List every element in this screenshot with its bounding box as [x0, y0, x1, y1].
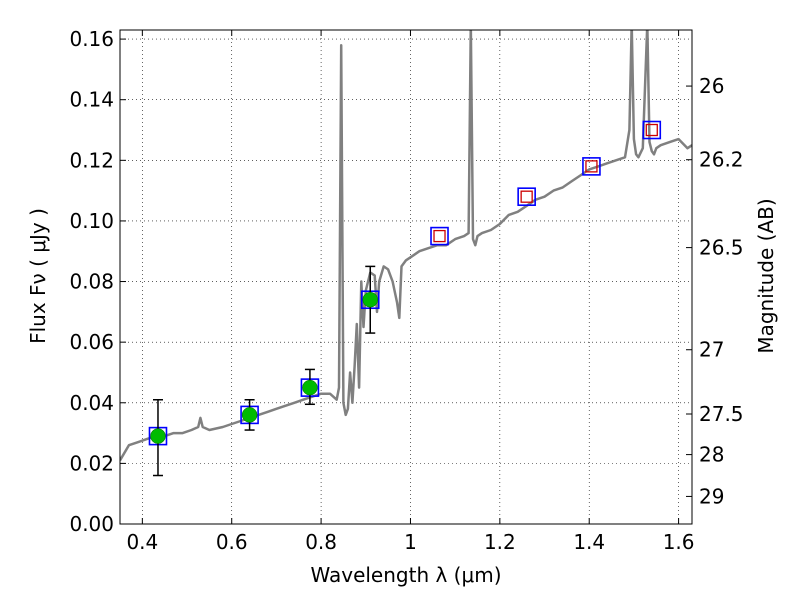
right-tick-label: 27.5 [699, 402, 744, 426]
upper-limit-square [433, 229, 446, 243]
right-tick-label: 26.2 [699, 148, 744, 172]
y-tick-label: 0.02 [69, 451, 114, 475]
right-axis-label: Magnitude (AB) [754, 198, 778, 353]
plot-series [120, 30, 692, 462]
y-tick-label: 0.00 [69, 512, 114, 536]
y-tick-label: 0.12 [69, 148, 114, 172]
model-photometry-square [582, 157, 601, 176]
y-tick-label: 0.08 [69, 270, 114, 294]
model-photometry-square [642, 120, 662, 140]
x-tick-label: 1.4 [573, 530, 605, 554]
right-tick-label: 28 [699, 443, 724, 467]
axis-ticks: 0.4 0.6 0.8 1 1.2 1.4 1.6 0.00 0.02 0.04 0.06 0.08 0… [69, 27, 743, 554]
upper-limit-square [585, 160, 598, 173]
y-tick-label: 0.14 [69, 88, 114, 112]
markers [148, 120, 662, 477]
right-tick-label: 26.5 [699, 236, 744, 260]
y-tick-label: 0.10 [69, 209, 114, 233]
observed-point [150, 428, 166, 444]
model-photometry-square [430, 226, 449, 246]
observed-point [362, 291, 378, 308]
x-tick-label: 1 [404, 530, 417, 554]
x-tick-label: 0.8 [305, 530, 337, 554]
spectrum-line [120, 30, 692, 462]
grid-lines [120, 30, 692, 525]
upper-limit-square [520, 190, 533, 203]
right-tick-label: 26 [699, 74, 724, 98]
x-tick-label: 1.6 [663, 530, 695, 554]
model-photometry-square [517, 187, 536, 206]
y-axis-label: Flux Fν ( μJy ) [26, 208, 50, 344]
y-tick-label: 0.16 [69, 27, 114, 51]
right-tick-label: 27 [699, 338, 724, 362]
x-tick-label: 1.2 [484, 530, 516, 554]
upper-limit-square [645, 123, 658, 137]
x-axis-label: Wavelength λ (μm) [310, 563, 501, 587]
x-tick-label: 0.4 [126, 530, 158, 554]
observed-point [241, 407, 258, 423]
plot-frame [119, 29, 693, 525]
x-tick-label: 0.6 [216, 530, 248, 554]
observed-point [302, 379, 318, 396]
y-tick-label: 0.06 [69, 330, 114, 354]
y-tick-label: 0.04 [69, 391, 114, 415]
right-tick-label: 29 [699, 484, 724, 508]
